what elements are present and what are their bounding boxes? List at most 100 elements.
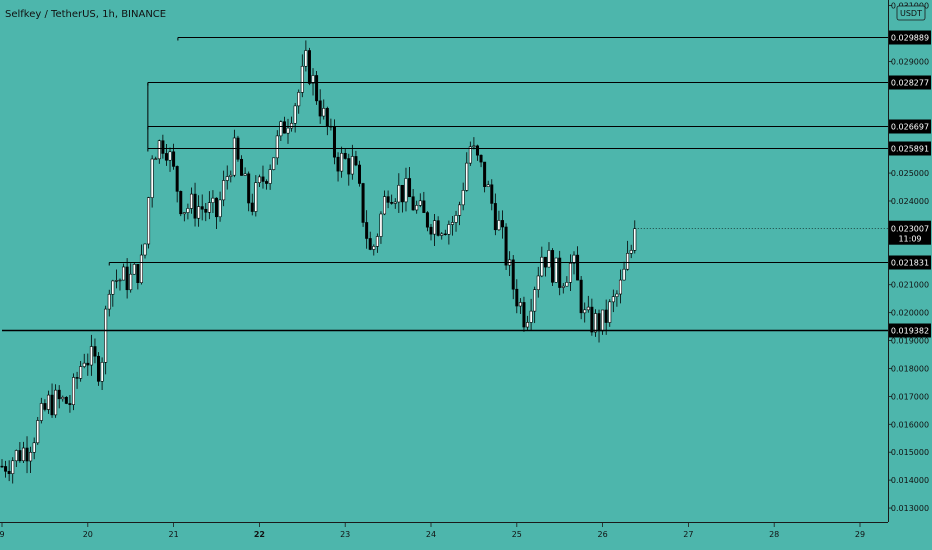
candle-body — [193, 193, 197, 219]
candle-body — [297, 92, 301, 107]
candle-body — [4, 466, 8, 472]
candle-body — [540, 256, 544, 277]
candle-body — [633, 228, 637, 251]
y-tick-label: 0.024000 — [891, 197, 929, 206]
y-tick-label: 0.016000 — [891, 420, 929, 429]
candle-body — [365, 222, 369, 239]
candle-body — [175, 166, 179, 192]
candle-body — [615, 293, 619, 297]
y-tick-label: 0.018000 — [891, 364, 929, 373]
x-tick-label: 22 — [254, 530, 265, 539]
candle-body — [422, 200, 426, 213]
candle-body — [0, 465, 4, 468]
candle-body — [561, 285, 565, 288]
candle-body — [86, 362, 90, 366]
level-label-box — [889, 30, 931, 45]
currency-badge-box — [896, 5, 926, 21]
candle-body — [250, 202, 254, 212]
candle-body — [268, 169, 272, 184]
candle-body — [204, 208, 208, 213]
candle-body — [75, 377, 79, 379]
candle-body — [447, 224, 451, 235]
candle-body — [461, 190, 465, 206]
level-labels: 0.029889 0.028277 0.026697 0.025891 0.021831… — [889, 30, 931, 338]
candle-body — [361, 183, 365, 223]
candle-body — [72, 377, 76, 405]
candle-body — [39, 403, 43, 421]
candle-body — [547, 250, 551, 268]
candle-body — [107, 293, 111, 310]
candle-body — [526, 322, 530, 328]
candle-body — [500, 220, 504, 228]
level-label: 0.025891 — [891, 145, 929, 154]
candle-body — [157, 140, 161, 160]
candle-body — [497, 220, 501, 231]
y-tick-label: 0.017000 — [891, 392, 929, 401]
candle-body — [207, 202, 211, 213]
candle-body — [440, 233, 444, 236]
candle-body — [215, 197, 219, 218]
candle-body — [511, 259, 515, 290]
candle-body — [357, 164, 361, 184]
candle-body — [454, 215, 458, 223]
x-tick-label: 21 — [169, 530, 179, 539]
candle-body — [318, 100, 322, 117]
level-label: 0.021831 — [891, 259, 929, 268]
candle-body — [43, 403, 47, 410]
candle-body — [54, 389, 58, 416]
candle-body — [97, 355, 101, 382]
candle-body — [168, 151, 172, 161]
candle-body — [61, 396, 65, 400]
candle-body — [114, 280, 118, 282]
candle-body — [504, 226, 508, 266]
candle-body — [558, 257, 562, 288]
candle-body — [579, 279, 583, 314]
candle-body — [21, 447, 25, 462]
level-label: 0.019382 — [891, 327, 929, 336]
candle-body — [576, 254, 580, 281]
candle-body — [411, 196, 415, 211]
candle-body — [79, 366, 83, 379]
candle-body — [490, 184, 494, 204]
candle-body — [240, 158, 244, 176]
candle-body — [554, 257, 558, 283]
candle-body — [122, 266, 126, 281]
time-axis[interactable]: 9 20 21 22 23 24 25 26 27 28 29 — [0, 522, 865, 539]
candle-body — [272, 157, 276, 170]
candle-body — [475, 145, 479, 156]
current-price-box — [889, 220, 931, 245]
candle-body — [275, 135, 279, 159]
candle-body — [50, 394, 54, 416]
level-label-box — [889, 75, 931, 90]
candle-body — [415, 205, 419, 211]
candle-body — [354, 156, 358, 166]
candle-body — [629, 250, 633, 254]
level-label: 0.026697 — [891, 123, 929, 132]
price-axis[interactable]: 0.013000 0.014000 0.015000 0.016000 0.017000… — [888, 2, 929, 513]
candle-body — [368, 238, 372, 250]
candle-body — [493, 203, 497, 231]
currency-badge[interactable]: USDT — [896, 5, 926, 21]
candle-body — [304, 50, 308, 67]
candle-body — [254, 182, 258, 212]
x-tick-label: 28 — [769, 530, 779, 539]
candle-body — [25, 447, 29, 462]
candle-body — [601, 309, 605, 332]
candle-body — [172, 151, 176, 167]
candle-body — [186, 208, 190, 213]
candle-body — [611, 296, 615, 303]
candle-body — [551, 250, 555, 283]
x-tick-label: 26 — [598, 530, 608, 539]
candle-body — [443, 233, 447, 236]
level-label-box — [889, 141, 931, 156]
y-tick-label: 0.014000 — [891, 476, 929, 485]
candle-body — [182, 212, 186, 215]
candle-body — [132, 264, 136, 275]
y-tick-label: 0.021000 — [891, 281, 929, 290]
level-label-box — [889, 323, 931, 338]
candle-body — [486, 184, 490, 187]
candle-body — [325, 108, 329, 127]
level-label-box — [889, 255, 931, 270]
